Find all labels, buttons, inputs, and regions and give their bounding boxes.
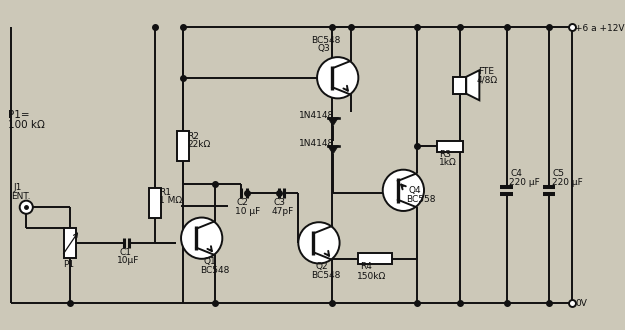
Circle shape: [20, 201, 33, 214]
Text: R2: R2: [188, 132, 199, 141]
Text: 1N4148: 1N4148: [299, 111, 334, 120]
Text: 1 MΩ: 1 MΩ: [159, 196, 182, 206]
Text: P1: P1: [63, 260, 74, 269]
Text: R1: R1: [159, 188, 171, 197]
Text: 22kΩ: 22kΩ: [188, 140, 211, 149]
Text: ENT.: ENT.: [11, 192, 31, 201]
Bar: [437, 141, 463, 152]
Text: Q4: Q4: [408, 186, 421, 195]
Text: +6 a +12V: +6 a +12V: [575, 24, 624, 33]
Text: 47pF: 47pF: [272, 207, 294, 216]
Text: C5: C5: [552, 169, 564, 178]
Text: 10μF: 10μF: [118, 255, 139, 265]
Text: R4: R4: [360, 262, 372, 271]
Text: R3: R3: [439, 149, 451, 158]
Circle shape: [317, 57, 358, 98]
Text: C1: C1: [119, 248, 131, 257]
Text: 1N4148: 1N4148: [299, 139, 334, 148]
Text: FTE: FTE: [478, 67, 494, 76]
Text: 1kΩ: 1kΩ: [439, 158, 457, 167]
Polygon shape: [328, 117, 339, 126]
Circle shape: [298, 222, 339, 263]
Text: 150kΩ: 150kΩ: [356, 272, 386, 280]
Text: Q1: Q1: [204, 257, 216, 266]
Text: BC548: BC548: [311, 271, 341, 280]
Text: C2: C2: [236, 198, 248, 207]
Text: J1: J1: [13, 183, 21, 192]
Circle shape: [382, 170, 424, 211]
Text: C4: C4: [511, 169, 522, 178]
Text: 0V: 0V: [575, 299, 587, 308]
Text: P1=: P1=: [8, 110, 29, 120]
Text: 220 μF: 220 μF: [552, 178, 582, 187]
Text: 10 μF: 10 μF: [234, 207, 260, 216]
Bar: [453, 77, 466, 94]
Bar: [149, 187, 161, 217]
Text: 4/8Ω: 4/8Ω: [476, 76, 498, 84]
Bar: [64, 228, 76, 258]
Text: BC548: BC548: [200, 266, 229, 275]
Polygon shape: [466, 70, 479, 100]
Text: BC558: BC558: [406, 195, 436, 204]
Text: BC548: BC548: [311, 36, 341, 45]
Text: Q3: Q3: [317, 45, 330, 53]
Text: Q2: Q2: [315, 262, 328, 271]
Text: C3: C3: [274, 198, 286, 207]
Circle shape: [181, 217, 222, 259]
Polygon shape: [328, 146, 339, 154]
Text: 220 μF: 220 μF: [509, 178, 540, 187]
Text: 100 kΩ: 100 kΩ: [8, 120, 44, 130]
Bar: [358, 253, 392, 264]
Bar: [177, 131, 189, 161]
